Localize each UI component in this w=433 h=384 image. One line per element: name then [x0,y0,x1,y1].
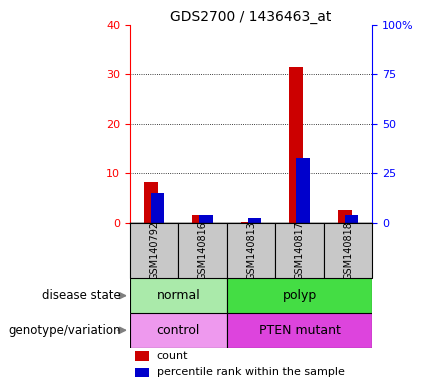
Text: GSM140818: GSM140818 [343,221,353,280]
Bar [289,67,303,223]
Bar [151,193,165,223]
Bar [345,215,359,223]
Bar [227,313,372,348]
Text: normal: normal [156,289,200,302]
Text: genotype/variation: genotype/variation [9,324,121,337]
Bar [227,223,275,278]
Bar [135,351,149,361]
Text: GSM140813: GSM140813 [246,221,256,280]
Bar [241,222,255,223]
Bar [296,159,310,223]
Bar [227,278,372,313]
Text: control: control [157,324,200,337]
Bar [275,223,324,278]
Text: GSM140817: GSM140817 [294,221,305,280]
Bar [130,313,227,348]
Bar [338,210,352,223]
Text: percentile rank within the sample: percentile rank within the sample [157,367,344,377]
Title: GDS2700 / 1436463_at: GDS2700 / 1436463_at [171,10,332,24]
Bar [192,215,206,223]
Text: count: count [157,351,188,361]
Bar [144,182,158,223]
Text: polyp: polyp [282,289,317,302]
Bar [130,223,178,278]
Bar [178,223,227,278]
Bar [324,223,372,278]
Text: disease state: disease state [42,289,121,302]
Text: GSM140792: GSM140792 [149,221,159,280]
Text: GSM140816: GSM140816 [197,221,208,280]
Text: PTEN mutant: PTEN mutant [259,324,341,337]
Bar [130,278,227,313]
Bar [248,218,262,223]
Bar [135,368,149,377]
Bar [199,215,213,223]
